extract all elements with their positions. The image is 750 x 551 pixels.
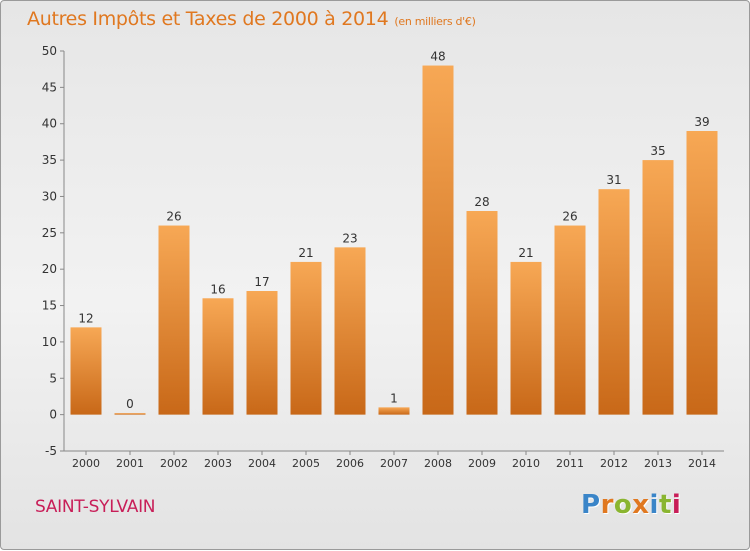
logo-letter: o	[613, 490, 633, 520]
bar	[290, 261, 322, 415]
data-label: 23	[342, 231, 357, 245]
x-tick-label: 2005	[292, 457, 320, 470]
data-label: 26	[562, 210, 577, 224]
x-tick-label: 2002	[160, 457, 188, 470]
logo-letter: x	[632, 490, 650, 520]
y-tick-label: 45	[42, 80, 57, 94]
x-tick-label: 2004	[248, 457, 276, 470]
proxiti-logo: Proxiti	[581, 490, 681, 520]
logo-letter: P	[581, 490, 601, 520]
data-label: 16	[210, 282, 225, 296]
y-tick-label: 25	[42, 226, 57, 240]
bar	[422, 65, 454, 415]
logo-letter: i	[671, 490, 682, 520]
data-label: 0	[126, 397, 134, 411]
data-label: 39	[694, 115, 709, 129]
chart-unit: (en milliers d'€)	[394, 15, 476, 28]
data-label: 26	[166, 210, 181, 224]
logo-letter: t	[658, 490, 672, 520]
x-tick-label: 2010	[512, 457, 540, 470]
bar	[334, 247, 366, 415]
data-label: 35	[650, 144, 665, 158]
data-label: 21	[518, 246, 533, 260]
y-tick-label: 15	[42, 299, 57, 313]
y-tick-label: -5	[45, 444, 57, 458]
x-tick-label: 2001	[116, 457, 144, 470]
data-label: 1	[390, 391, 398, 405]
x-tick-label: 2012	[600, 457, 628, 470]
bar	[202, 298, 234, 415]
data-label: 31	[606, 173, 621, 187]
bar	[642, 160, 674, 415]
bar	[158, 225, 190, 415]
chart-title-text: Autres Impôts et Taxes de 2000 à 2014	[27, 8, 389, 30]
bar	[598, 189, 630, 415]
y-tick-label: 5	[49, 371, 57, 385]
data-label: 21	[298, 246, 313, 260]
x-tick-label: 2014	[688, 457, 716, 470]
bar	[114, 413, 146, 415]
y-tick-label: 30	[42, 189, 57, 203]
x-tick-label: 2006	[336, 457, 364, 470]
y-tick-label: 40	[42, 117, 57, 131]
bar	[70, 327, 102, 415]
bar	[554, 225, 586, 415]
bar	[510, 261, 542, 415]
x-tick-label: 2008	[424, 457, 452, 470]
x-tick-label: 2011	[556, 457, 584, 470]
data-label: 12	[78, 311, 93, 325]
bar	[246, 291, 278, 415]
y-tick-label: 20	[42, 262, 57, 276]
logo-letter: r	[600, 490, 614, 520]
x-tick-label: 2009	[468, 457, 496, 470]
bar	[466, 211, 498, 415]
data-label: 48	[430, 50, 445, 64]
bar	[378, 407, 410, 415]
data-label: 28	[474, 195, 489, 209]
y-tick-label: 50	[42, 44, 57, 58]
commune-name: SAINT-SYLVAIN	[35, 497, 156, 517]
x-tick-label: 2007	[380, 457, 408, 470]
y-tick-label: 35	[42, 153, 57, 167]
x-tick-label: 2013	[644, 457, 672, 470]
x-tick-label: 2003	[204, 457, 232, 470]
bar	[686, 131, 718, 415]
data-label: 17	[254, 275, 269, 289]
chart-title: Autres Impôts et Taxes de 2000 à 2014 (en…	[27, 8, 476, 30]
y-tick-label: 0	[49, 408, 57, 422]
x-tick-label: 2000	[72, 457, 100, 470]
logo-letter: i	[649, 490, 659, 520]
y-tick-label: 10	[42, 335, 57, 349]
